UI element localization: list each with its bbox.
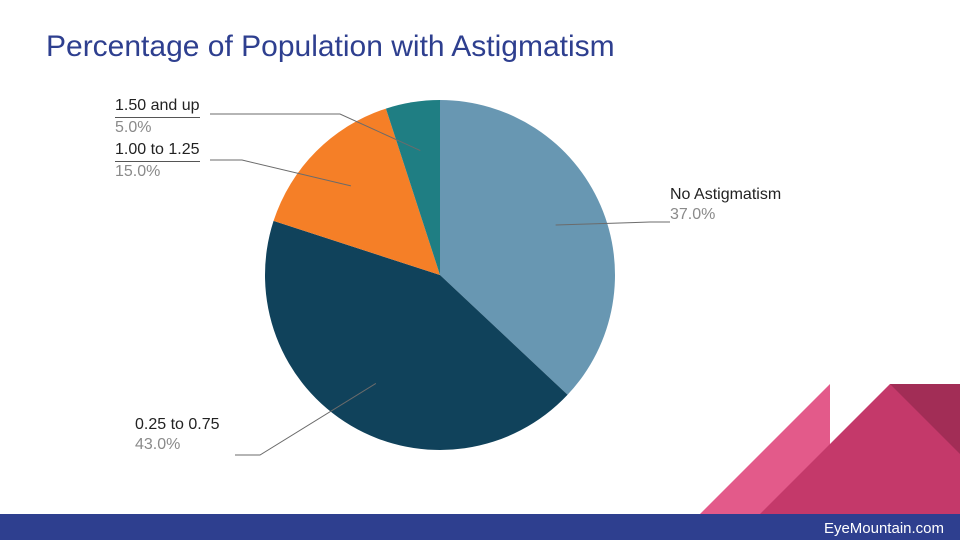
footer-source: EyeMountain.com	[824, 520, 944, 537]
slice-percent: 15.0%	[115, 162, 200, 182]
slice-name: No Astigmatism	[670, 185, 781, 205]
slice-label: 0.25 to 0.7543.0%	[135, 415, 220, 455]
slice-label: 1.50 and up5.0%	[115, 96, 200, 138]
slice-label: 1.00 to 1.2515.0%	[115, 140, 200, 182]
slice-percent: 43.0%	[135, 435, 220, 455]
slice-name: 0.25 to 0.75	[135, 415, 220, 435]
slice-label: No Astigmatism37.0%	[670, 185, 781, 225]
footer-bar: EyeMountain.com	[0, 514, 960, 540]
slice-name: 1.00 to 1.25	[115, 140, 200, 162]
slice-percent: 37.0%	[670, 205, 781, 225]
pie-chart	[0, 0, 960, 540]
slice-name: 1.50 and up	[115, 96, 200, 118]
slice-percent: 5.0%	[115, 118, 200, 138]
